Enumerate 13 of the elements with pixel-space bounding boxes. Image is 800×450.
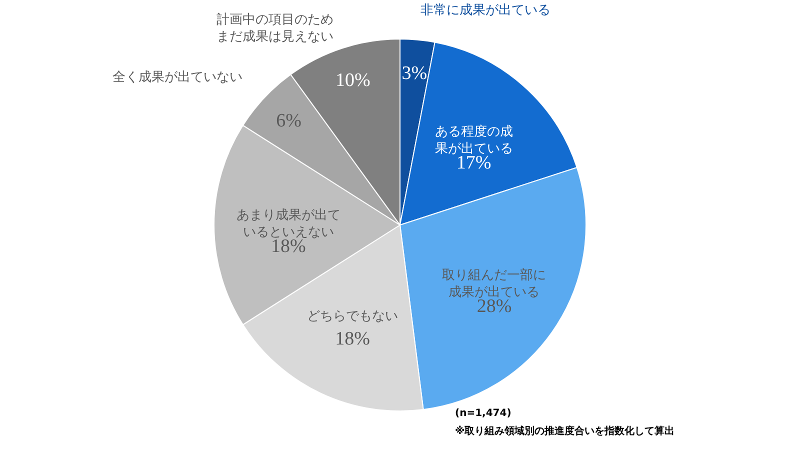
data-label: 6% [276, 110, 302, 132]
slice-label: 計画中の項目のためまだ成果は見えない [216, 12, 334, 45]
slice-label: 取り組んだ一部に成果が出ている [442, 268, 546, 300]
data-label: 3% [402, 63, 428, 84]
data-label: 18% [335, 328, 370, 350]
slice-label: ある程度の成果が出ている [434, 123, 513, 156]
data-label: 10% [335, 70, 370, 91]
slice-label: 非常に成果が出ている [420, 2, 550, 18]
slice-label: どちらでもない [306, 308, 398, 324]
text: (n=1,474) [455, 408, 512, 419]
slice-label: 全く成果が出ていない [112, 70, 243, 86]
slice-label: あまり成果が出ているといえない [236, 208, 340, 240]
text: ※取り組み領域別の推進度合いを指数化して算出 [455, 425, 675, 437]
